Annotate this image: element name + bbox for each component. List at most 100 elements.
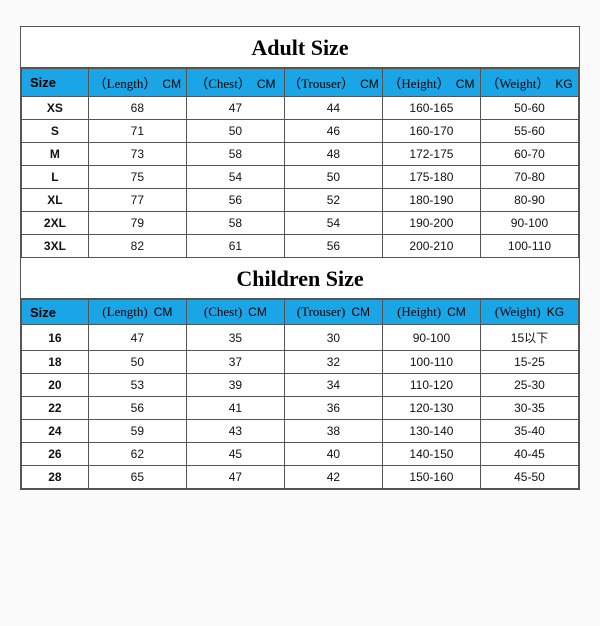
children-cell: 120-130 [382, 397, 480, 420]
children-table-body: 1647353090-10015以下18503732100-11015-2520… [22, 325, 579, 489]
children-cell: 40 [284, 443, 382, 466]
children-cell: 15-25 [480, 351, 578, 374]
adult-cell: 58 [186, 212, 284, 235]
children-cell: 16 [22, 325, 89, 351]
adult-cell: 71 [88, 120, 186, 143]
children-cell: 42 [284, 466, 382, 489]
adult-cell: 2XL [22, 212, 89, 235]
adult-cell: 180-190 [382, 189, 480, 212]
children-cell: 56 [88, 397, 186, 420]
children-cell: 100-110 [382, 351, 480, 374]
adult-cell: 75 [88, 166, 186, 189]
table-row: 24594338130-14035-40 [22, 420, 579, 443]
children-cell: 45 [186, 443, 284, 466]
adult-cell: XL [22, 189, 89, 212]
adult-col-3-label: （Trouser） [288, 76, 354, 91]
children-col-1: (Length)CM [88, 300, 186, 325]
adult-col-4-label: （Height） [388, 76, 449, 91]
adult-cell: 172-175 [382, 143, 480, 166]
children-col-3-unit: CM [351, 305, 370, 319]
adult-cell: 200-210 [382, 235, 480, 258]
children-cell: 39 [186, 374, 284, 397]
adult-cell: 56 [186, 189, 284, 212]
children-cell: 110-120 [382, 374, 480, 397]
children-col-1-label: (Length) [102, 304, 147, 319]
adult-cell: XS [22, 97, 89, 120]
adult-cell: 61 [186, 235, 284, 258]
children-cell: 41 [186, 397, 284, 420]
adult-table-body: XS684744160-16550-60S715046160-17055-60M… [22, 97, 579, 258]
adult-cell: M [22, 143, 89, 166]
adult-col-3-unit: CM [360, 77, 379, 91]
children-cell: 130-140 [382, 420, 480, 443]
children-cell: 53 [88, 374, 186, 397]
children-cell: 26 [22, 443, 89, 466]
children-col-0: Size [22, 300, 89, 325]
adult-col-4-unit: CM [456, 77, 475, 91]
adult-cell: 56 [284, 235, 382, 258]
adult-cell: 50 [186, 120, 284, 143]
adult-cell: 82 [88, 235, 186, 258]
children-cell: 32 [284, 351, 382, 374]
children-cell: 62 [88, 443, 186, 466]
children-cell: 34 [284, 374, 382, 397]
children-col-5-unit: KG [547, 305, 564, 319]
table-row: 1647353090-10015以下 [22, 325, 579, 351]
adult-size-title: Adult Size [21, 27, 579, 68]
children-col-3: (Trouser)CM [284, 300, 382, 325]
adult-col-5-label: （Weight） [486, 76, 549, 91]
table-row: 18503732100-11015-25 [22, 351, 579, 374]
children-cell: 35-40 [480, 420, 578, 443]
children-cell: 24 [22, 420, 89, 443]
adult-cell: 47 [186, 97, 284, 120]
children-cell: 37 [186, 351, 284, 374]
children-cell: 40-45 [480, 443, 578, 466]
adult-cell: 48 [284, 143, 382, 166]
adult-cell: 70-80 [480, 166, 578, 189]
table-row: L755450175-18070-80 [22, 166, 579, 189]
children-cell: 28 [22, 466, 89, 489]
children-cell: 22 [22, 397, 89, 420]
adult-col-1: （Length）CM [88, 69, 186, 97]
table-row: 2XL795854190-20090-100 [22, 212, 579, 235]
children-cell: 65 [88, 466, 186, 489]
adult-col-4: （Height） CM [382, 69, 480, 97]
adult-cell: 90-100 [480, 212, 578, 235]
adult-cell: 175-180 [382, 166, 480, 189]
adult-col-5-unit: KG [555, 77, 572, 91]
children-cell: 140-150 [382, 443, 480, 466]
adult-col-3: （Trouser） CM [284, 69, 382, 97]
table-row: M735848172-17560-70 [22, 143, 579, 166]
children-cell: 15以下 [480, 325, 578, 351]
children-col-5-label: (Weight) [495, 304, 541, 319]
children-cell: 47 [186, 466, 284, 489]
adult-cell: 73 [88, 143, 186, 166]
children-cell: 30-35 [480, 397, 578, 420]
children-col-5: (Weight) KG [480, 300, 578, 325]
children-cell: 35 [186, 325, 284, 351]
adult-col-5: （Weight） KG [480, 69, 578, 97]
adult-cell: 3XL [22, 235, 89, 258]
children-size-table: Size(Length)CM(Chest)CM(Trouser)CM(Heigh… [21, 299, 579, 489]
children-cell: 45-50 [480, 466, 578, 489]
size-chart-sheet: Adult Size Size（Length）CM（Chest）CM（Trous… [20, 26, 580, 490]
children-cell: 59 [88, 420, 186, 443]
adult-cell: 160-165 [382, 97, 480, 120]
children-col-4-label: (Height) [397, 304, 441, 319]
table-row: 3XL826156200-210100-110 [22, 235, 579, 258]
adult-col-1-unit: CM [162, 77, 181, 91]
adult-cell: 77 [88, 189, 186, 212]
children-cell: 36 [284, 397, 382, 420]
children-cell: 43 [186, 420, 284, 443]
children-cell: 38 [284, 420, 382, 443]
children-cell: 25-30 [480, 374, 578, 397]
table-row: XS684744160-16550-60 [22, 97, 579, 120]
children-cell: 47 [88, 325, 186, 351]
adult-cell: 50 [284, 166, 382, 189]
children-cell: 50 [88, 351, 186, 374]
adult-cell: 54 [284, 212, 382, 235]
adult-cell: L [22, 166, 89, 189]
adult-cell: 55-60 [480, 120, 578, 143]
children-col-2-unit: CM [248, 305, 267, 319]
children-cell: 150-160 [382, 466, 480, 489]
